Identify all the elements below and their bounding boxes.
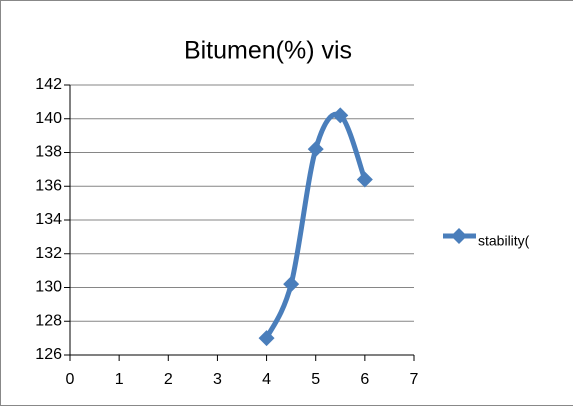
- x-tick-label: 7: [410, 371, 419, 388]
- x-tick-label: 5: [311, 371, 320, 388]
- x-tick-label: 4: [262, 371, 271, 388]
- x-tick-label: 1: [115, 371, 124, 388]
- y-tick-label: 130: [35, 279, 62, 296]
- x-tick-label: 2: [164, 371, 173, 388]
- y-tick-label: 128: [35, 312, 62, 329]
- chart-title: Bitumen(%) vis: [184, 37, 352, 65]
- marker: [307, 141, 324, 158]
- marker: [332, 107, 349, 124]
- y-tick-label: 126: [35, 346, 62, 363]
- x-tick-label: 6: [360, 371, 369, 388]
- y-tick-label: 138: [35, 144, 62, 161]
- legend-marker: [451, 228, 467, 244]
- legend-label: stability(: [478, 233, 530, 249]
- x-tick-label: 0: [66, 371, 75, 388]
- marker: [356, 171, 373, 188]
- y-tick-label: 136: [35, 177, 62, 194]
- x-tick-label: 3: [213, 371, 222, 388]
- marker: [283, 276, 300, 293]
- y-tick-label: 134: [35, 211, 62, 228]
- marker: [258, 330, 275, 347]
- y-tick-label: 142: [35, 76, 62, 93]
- y-tick-label: 132: [35, 245, 62, 262]
- y-tick-label: 140: [35, 110, 62, 127]
